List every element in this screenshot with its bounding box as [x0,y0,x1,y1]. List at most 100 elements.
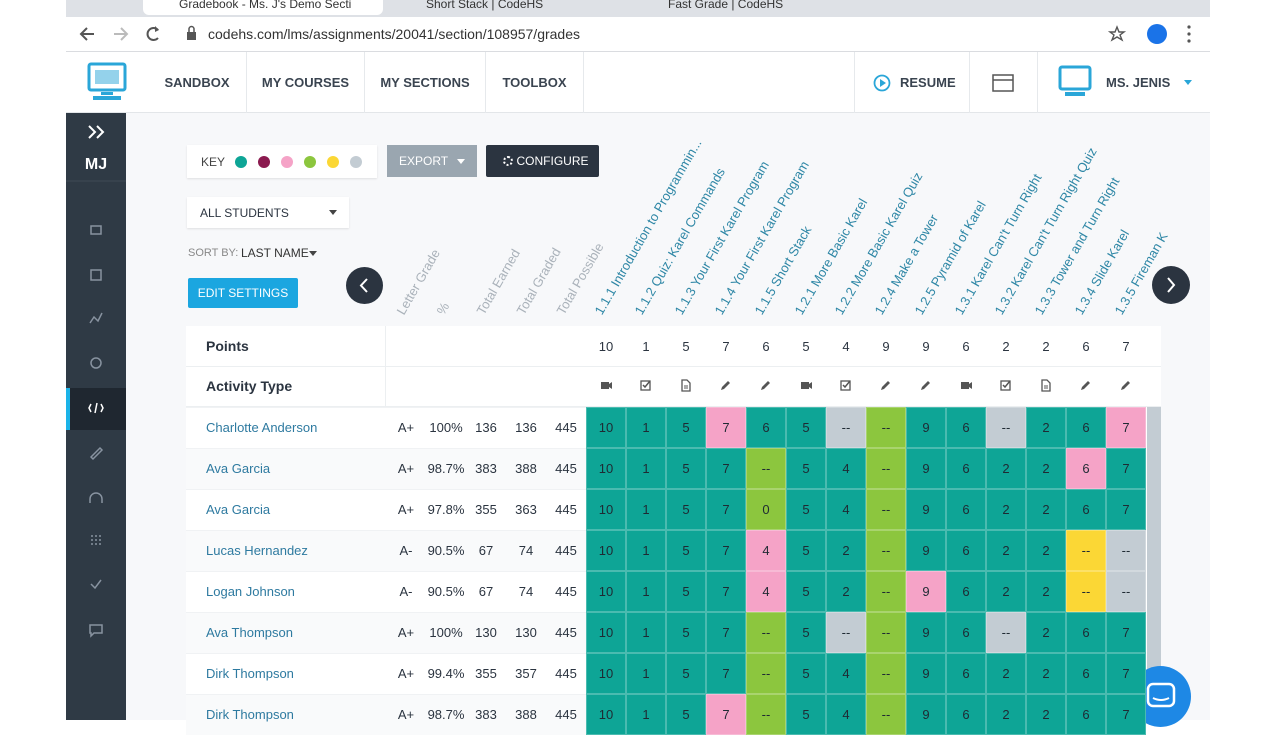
grade-cell[interactable]: 10 [586,448,626,489]
grade-cell[interactable]: 1 [626,694,666,735]
grade-cell[interactable]: 9 [906,653,946,694]
tab[interactable]: Gradebook - Ms. J's Demo Secti [143,0,383,15]
grade-cell[interactable]: 5 [786,694,826,735]
grade-cell[interactable]: 5 [666,694,706,735]
grade-cell[interactable]: 2 [986,571,1026,612]
grade-cell[interactable]: 10 [586,530,626,571]
grade-cell[interactable]: 2 [986,653,1026,694]
grade-cell[interactable]: 7 [706,571,746,612]
grade-cell[interactable]: 6 [946,489,986,530]
grade-cell[interactable]: 2 [1026,653,1066,694]
grade-cell[interactable]: 9 [906,571,946,612]
grade-cell[interactable]: 6 [946,448,986,489]
grade-cell[interactable]: -- [866,571,906,612]
grade-cell[interactable]: 2 [1026,612,1066,653]
grade-cell[interactable]: 7 [706,530,746,571]
edit-settings[interactable]: EDIT SETTINGS [188,278,298,308]
grade-cell[interactable]: 6 [946,407,986,448]
tab[interactable]: Short Stack | CodeHS [390,0,625,15]
grade-cell[interactable]: 1 [626,407,666,448]
grade-cell[interactable]: 10 [586,612,626,653]
student-name[interactable]: Dirk Thompson [206,666,294,681]
grade-cell[interactable]: 6 [1066,448,1106,489]
grade-cell[interactable]: 6 [1066,653,1106,694]
grade-cell[interactable]: 9 [906,530,946,571]
grade-cell[interactable]: 6 [1066,489,1106,530]
grade-cell[interactable]: 6 [946,653,986,694]
grade-cell[interactable]: 9 [906,407,946,448]
grade-cell[interactable]: 7 [1106,489,1146,530]
grade-cell[interactable]: 5 [786,571,826,612]
resume[interactable]: RESUME [900,74,956,90]
grade-cell[interactable]: -- [826,407,866,448]
nav-item[interactable]: TOOLBOX [486,52,584,113]
grade-cell[interactable]: 5 [786,612,826,653]
grade-cell[interactable]: -- [1106,571,1146,612]
grade-cell[interactable]: 6 [1066,407,1106,448]
grade-cell[interactable]: 4 [746,571,786,612]
grade-cell[interactable]: 5 [666,530,706,571]
nav-item[interactable]: MY COURSES [247,52,365,113]
scroll-right[interactable] [1152,266,1190,304]
grade-cell[interactable]: 5 [666,571,706,612]
student-name[interactable]: Charlotte Anderson [206,420,318,435]
scroll-left[interactable] [346,267,383,304]
grade-cell[interactable]: 1 [626,448,666,489]
grade-cell[interactable]: -- [866,489,906,530]
grade-cell[interactable]: 7 [1106,448,1146,489]
grade-cell[interactable]: 6 [1066,694,1106,735]
grade-cell[interactable]: 7 [706,407,746,448]
grade-cell[interactable]: 6 [946,612,986,653]
grade-cell[interactable]: -- [1106,530,1146,571]
grade-cell[interactable]: 0 [746,489,786,530]
grade-cell[interactable]: -- [866,612,906,653]
tab[interactable]: Fast Grade | CodeHS [632,0,860,15]
grade-cell[interactable]: 2 [1026,530,1066,571]
grade-cell[interactable]: 9 [906,612,946,653]
grade-cell[interactable]: 2 [986,448,1026,489]
grade-cell[interactable]: 7 [706,653,746,694]
grade-cell[interactable]: 7 [706,694,746,735]
grade-cell[interactable]: 7 [706,612,746,653]
grade-cell[interactable]: 10 [586,489,626,530]
grade-cell[interactable]: 5 [786,530,826,571]
grade-cell[interactable]: -- [746,653,786,694]
grade-cell[interactable]: -- [866,530,906,571]
student-name[interactable]: Ava Thompson [206,625,293,640]
grade-cell[interactable]: 7 [1106,612,1146,653]
grade-cell[interactable]: -- [866,694,906,735]
nav-item[interactable]: MY SECTIONS [365,52,486,113]
grade-cell[interactable]: 1 [626,530,666,571]
student-name[interactable]: Logan Johnson [206,584,295,599]
grade-cell[interactable]: 1 [626,489,666,530]
grade-cell[interactable]: 2 [1026,571,1066,612]
grade-cell[interactable]: 5 [666,448,706,489]
grade-cell[interactable]: 7 [1106,653,1146,694]
grade-cell[interactable]: -- [866,448,906,489]
grade-cell[interactable]: 7 [1106,694,1146,735]
grade-cell[interactable]: 2 [986,530,1026,571]
grade-cell[interactable]: -- [746,448,786,489]
grade-cell[interactable]: 9 [906,448,946,489]
grade-cell[interactable]: 5 [666,653,706,694]
grade-cell[interactable]: 5 [666,612,706,653]
grade-cell[interactable]: 2 [1026,407,1066,448]
grade-cell[interactable]: 2 [986,694,1026,735]
grade-cell[interactable]: 5 [786,448,826,489]
grade-cell[interactable]: 5 [786,653,826,694]
grade-cell[interactable]: 4 [826,694,866,735]
student-name[interactable]: Ava Garcia [206,461,271,476]
grade-cell[interactable]: 7 [706,489,746,530]
grade-cell[interactable]: 6 [946,530,986,571]
grade-cell[interactable]: -- [1066,530,1106,571]
grade-cell[interactable]: 7 [1106,407,1146,448]
grade-cell[interactable]: 4 [826,653,866,694]
grade-cell[interactable]: -- [986,612,1026,653]
user-name[interactable]: MS. JENIS [1106,74,1171,90]
grade-cell[interactable]: 9 [906,694,946,735]
grade-cell[interactable]: 6 [946,694,986,735]
grade-cell[interactable]: 2 [1026,694,1066,735]
grade-cell[interactable]: 6 [946,571,986,612]
grade-cell[interactable]: 1 [626,571,666,612]
grade-cell[interactable]: 9 [906,489,946,530]
